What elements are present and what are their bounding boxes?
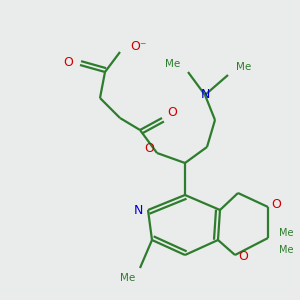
Text: Me: Me [120,273,135,283]
Text: Me: Me [279,228,293,238]
Text: Me: Me [165,59,180,69]
Text: O: O [271,199,281,212]
Text: Me: Me [279,245,293,255]
Text: N: N [133,203,143,217]
Text: O: O [144,142,154,154]
Text: Me: Me [236,62,251,72]
Text: N: N [200,88,210,101]
Text: O: O [167,106,177,119]
Text: O: O [238,250,248,263]
Text: O⁻: O⁻ [130,40,146,53]
Text: O: O [63,56,73,70]
